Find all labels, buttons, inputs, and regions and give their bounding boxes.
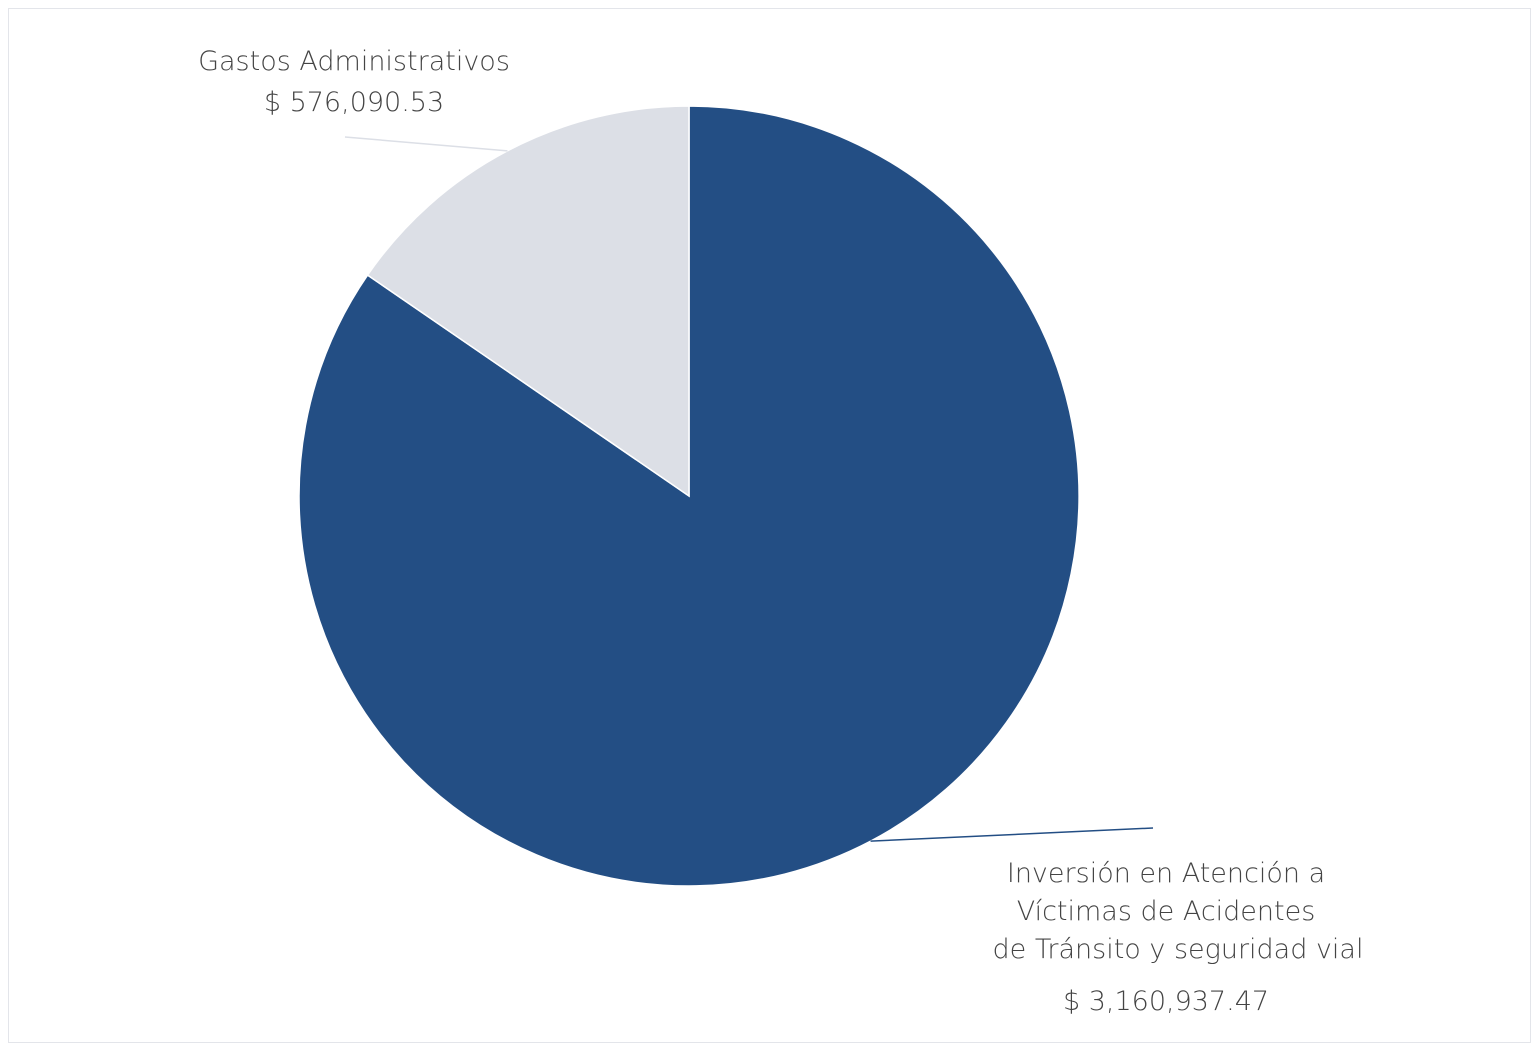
pie-slice-1: [366, 105, 690, 498]
leader-line-0: [870, 827, 1154, 842]
slice-label-inversion: Inversión en Atención a Víctimas de Acid…: [993, 858, 1364, 1017]
slice-label-name-line-2: Víctimas de Acidentes: [1017, 896, 1316, 927]
slice-label-name-line-3: de Tránsito y seguridad vial: [993, 934, 1364, 965]
leader-line-1: [344, 136, 508, 152]
slice-label-gastos-administrativos: Gastos Administrativos $ 576,090.53: [198, 46, 510, 118]
slice-label-value: $ 576,090.53: [264, 87, 444, 118]
slice-label-value: $ 3,160,937.47: [1063, 986, 1269, 1017]
slice-label-name: Gastos Administrativos: [198, 46, 510, 77]
slice-label-name-line-1: Inversión en Atención a: [1007, 858, 1325, 889]
leader-lines: [344, 136, 1154, 842]
pie-slices: [298, 105, 1080, 887]
